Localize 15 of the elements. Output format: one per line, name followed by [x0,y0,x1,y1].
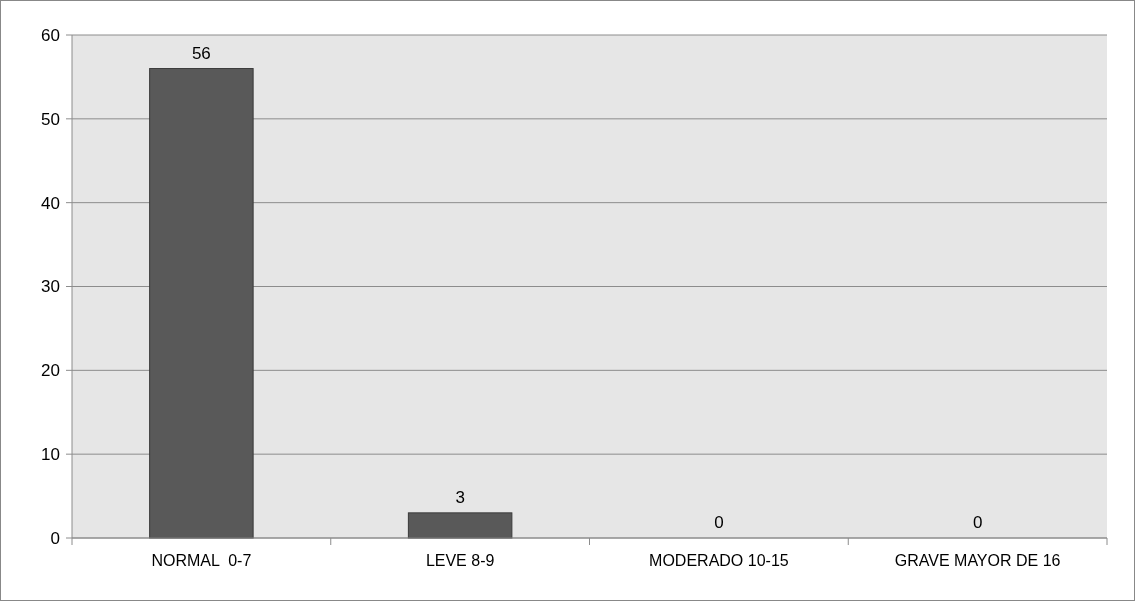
data-label: 56 [191,43,211,63]
x-tick-label: GRAVE MAYOR DE 16 [894,552,1061,569]
data-label: 0 [714,513,724,532]
y-tick-label: 40 [41,193,60,213]
y-tick-label: 20 [41,361,60,381]
data-label: 0 [972,513,983,532]
y-tick-label: 60 [41,25,60,45]
x-tick-label: MODERADO 10-15 [649,552,789,569]
x-tick-label: NORMAL 0-7 [151,552,252,569]
data-label: 3 [455,487,465,507]
y-tick-label: 0 [50,528,60,548]
y-tick-label: 10 [41,445,60,465]
y-tick-label: 50 [41,109,60,129]
x-tick-label: LEVE 8-9 [425,552,495,569]
y-tick-label: 30 [41,277,60,297]
